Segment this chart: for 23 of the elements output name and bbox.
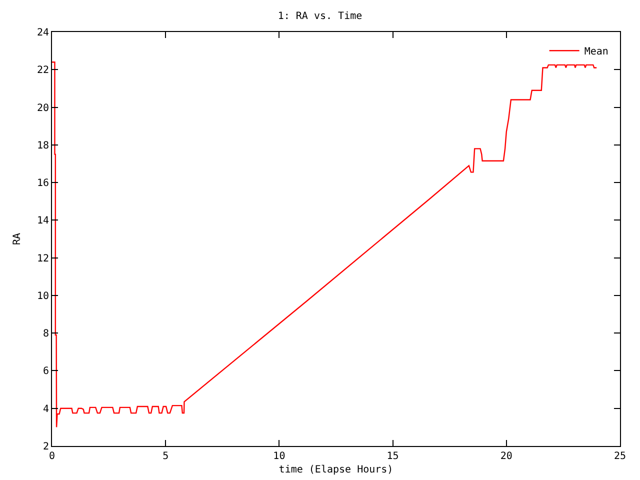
x-tick-label: 15 — [386, 451, 399, 462]
y-tick-label: 22 — [36, 65, 49, 76]
x-tick-label: 25 — [614, 451, 626, 462]
y-tick-label: 24 — [36, 28, 49, 38]
y-axis-title: RA — [12, 232, 23, 246]
chart-title: 1: RA vs. Time — [278, 11, 362, 22]
y-tick-label: 2 — [42, 442, 49, 452]
x-tick-label: 20 — [500, 451, 512, 462]
y-tick-label: 4 — [42, 404, 49, 415]
y-tick-label: 20 — [36, 102, 49, 114]
line-series — [52, 62, 598, 428]
x-axis-title: time (Elapse Hours) — [278, 464, 394, 476]
y-tick-label: 12 — [36, 253, 49, 264]
x-tick-label: 5 — [162, 451, 169, 462]
legend-label: Mean — [584, 46, 608, 58]
y-tick-label: 6 — [42, 366, 49, 378]
y-tick-label: 10 — [36, 290, 49, 302]
y-tick-label: 16 — [36, 178, 49, 190]
x-tick-label: 0 — [48, 451, 56, 462]
y-tick-label: 8 — [42, 328, 49, 340]
x-tick-label: 10 — [273, 451, 286, 462]
y-tick-label: 18 — [36, 140, 49, 152]
y-tick-label: 14 — [36, 216, 49, 227]
